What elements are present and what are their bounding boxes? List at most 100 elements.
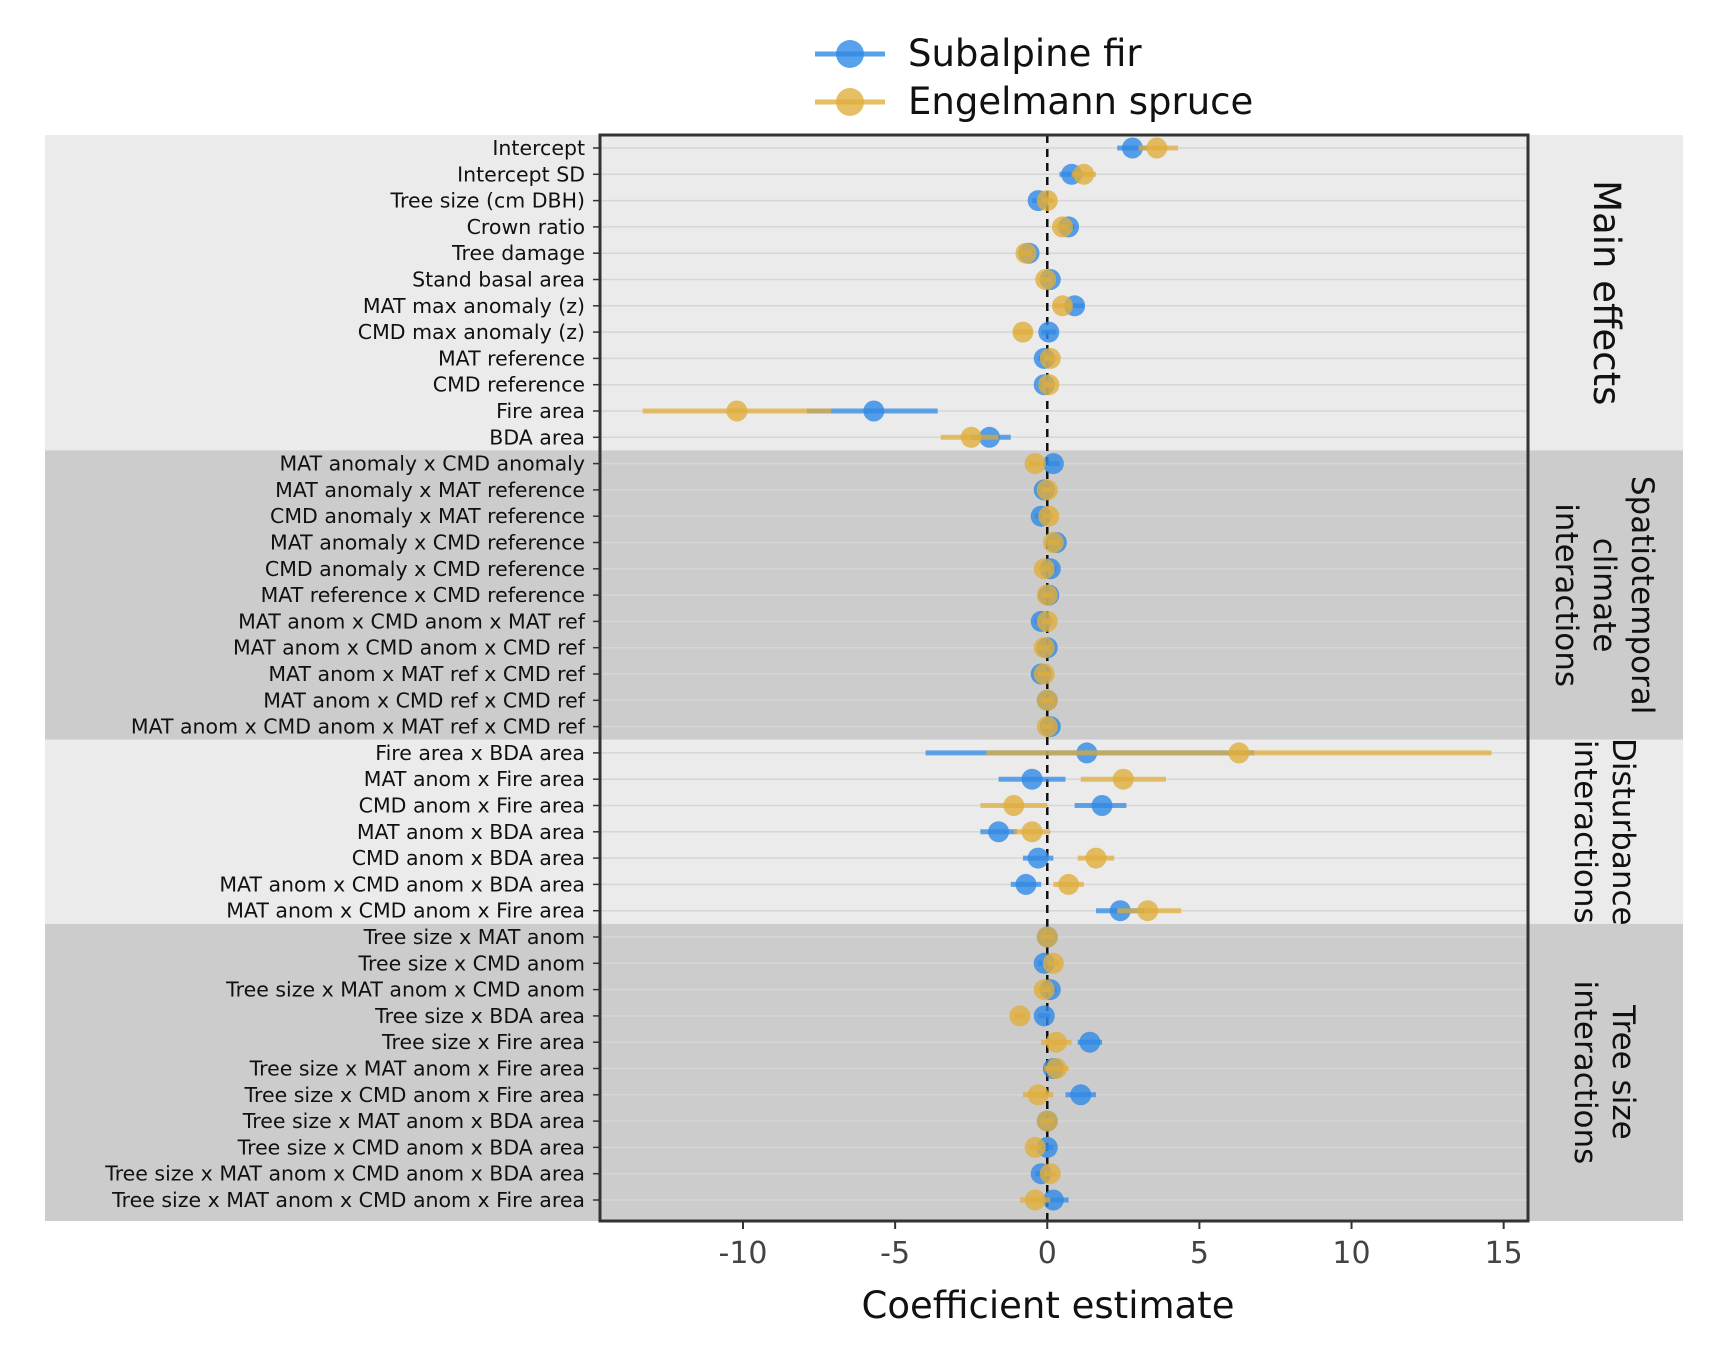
spruce-point bbox=[1112, 768, 1134, 790]
spruce-point bbox=[1036, 479, 1058, 501]
spruce-point bbox=[1036, 926, 1058, 948]
term-label: Intercept bbox=[492, 136, 585, 160]
spruce-point bbox=[1036, 584, 1058, 606]
term-label: CMD max anomaly (z) bbox=[358, 320, 585, 344]
spruce-point bbox=[1036, 610, 1058, 632]
term-label: Tree size x CMD anom bbox=[357, 951, 585, 975]
plot-frame bbox=[598, 133, 1530, 1223]
legend-label: Engelmann spruce bbox=[908, 80, 1253, 123]
x-tick-label: -10 bbox=[719, 1236, 768, 1271]
term-label: Tree size x MAT anom x Fire area bbox=[249, 1057, 585, 1081]
spruce-point bbox=[1051, 295, 1073, 317]
term-label: Crown ratio bbox=[467, 215, 585, 239]
panel-strip-label: Tree sizeinteractions bbox=[1567, 981, 1641, 1165]
term-label: Tree size x Fire area bbox=[381, 1030, 585, 1054]
term-label: MAT anomaly x MAT reference bbox=[275, 478, 585, 502]
term-label: Tree damage bbox=[451, 241, 585, 265]
spruce-point bbox=[1036, 689, 1058, 711]
spruce-point bbox=[1033, 637, 1055, 659]
x-axis-title: Coefficient estimate bbox=[862, 1284, 1235, 1327]
spruce-point bbox=[1051, 216, 1073, 238]
spruce-point bbox=[1228, 742, 1250, 764]
spruce-point bbox=[1033, 558, 1055, 580]
term-label: MAT anomaly x CMD anomaly bbox=[279, 452, 585, 476]
spruce-point bbox=[1036, 190, 1058, 212]
panel-strip-label: Disturbanceinteractions bbox=[1567, 738, 1641, 926]
fir-point bbox=[1021, 768, 1043, 790]
panel-band-1 bbox=[45, 135, 1683, 451]
spruce-point bbox=[726, 400, 748, 422]
term-label: Fire area bbox=[496, 399, 585, 423]
term-label: CMD reference bbox=[433, 373, 585, 397]
term-label: MAT anom x CMD anom x Fire area bbox=[226, 899, 585, 923]
fir-point bbox=[1042, 453, 1064, 475]
panel-band-4 bbox=[45, 923, 1683, 1221]
estimate-marks bbox=[642, 137, 1492, 1211]
spruce-point bbox=[1021, 821, 1043, 843]
term-label: Tree size x MAT anom x BDA area bbox=[242, 1109, 585, 1133]
spruce-point bbox=[1085, 847, 1107, 869]
term-label: Tree size x CMD anom x Fire area bbox=[244, 1083, 586, 1107]
term-label: Tree size (cm DBH) bbox=[389, 189, 585, 213]
fir-point bbox=[1121, 137, 1143, 159]
x-tick-label: 10 bbox=[1332, 1236, 1370, 1271]
spruce-point bbox=[1058, 873, 1080, 895]
spruce-point bbox=[1009, 1005, 1031, 1027]
term-label: MAT reference bbox=[438, 346, 585, 370]
term-label: CMD anom x Fire area bbox=[359, 794, 585, 818]
term-label: MAT max anomaly (z) bbox=[363, 294, 585, 318]
spruce-point bbox=[1036, 716, 1058, 738]
term-label: CMD anomaly x CMD reference bbox=[265, 557, 585, 581]
fir-point bbox=[863, 400, 885, 422]
term-label: Tree size x CMD anom x BDA area bbox=[237, 1135, 585, 1159]
legend-marker bbox=[836, 40, 864, 68]
spruce-point bbox=[1024, 1136, 1046, 1158]
spruce-point bbox=[1035, 269, 1057, 290]
legend-marker bbox=[836, 88, 864, 116]
spruce-point bbox=[960, 426, 982, 448]
fir-point bbox=[988, 821, 1010, 843]
x-tick-label: 0 bbox=[1038, 1236, 1057, 1271]
term-label: Fire area x BDA area bbox=[375, 741, 585, 765]
x-axis: -10 -5 0 5 10 15 bbox=[719, 1221, 1523, 1271]
spruce-point bbox=[1012, 321, 1034, 343]
spruce-point bbox=[1038, 505, 1060, 527]
spruce-point bbox=[1042, 532, 1064, 553]
fir-point bbox=[1091, 795, 1113, 816]
spruce-point bbox=[1036, 1110, 1058, 1132]
x-tick-label: 5 bbox=[1190, 1236, 1209, 1271]
spruce-point bbox=[1003, 795, 1025, 816]
term-label: Tree size x MAT anom bbox=[363, 925, 585, 949]
fir-point bbox=[1027, 847, 1049, 869]
term-label: MAT anom x Fire area bbox=[364, 767, 585, 791]
spruce-point bbox=[1033, 663, 1055, 685]
term-label: MAT anom x CMD anom x CMD ref bbox=[233, 636, 586, 660]
spruce-point bbox=[1146, 137, 1168, 159]
spruce-point bbox=[1039, 347, 1061, 369]
term-label: MAT anom x BDA area bbox=[357, 820, 585, 844]
x-tick-label: 15 bbox=[1485, 1236, 1523, 1271]
fir-point bbox=[1042, 1189, 1064, 1211]
spruce-point bbox=[1137, 900, 1159, 922]
fir-point bbox=[1015, 873, 1037, 895]
panel-strip-label: Main effects bbox=[1585, 180, 1628, 405]
term-label: MAT anom x CMD anom x MAT ref bbox=[238, 609, 586, 633]
term-label: MAT anom x CMD ref x CMD ref bbox=[263, 688, 586, 712]
term-label: CMD anom x BDA area bbox=[352, 846, 585, 870]
term-label: Tree size x MAT anom x CMD anom bbox=[225, 978, 585, 1002]
fir-point bbox=[1033, 1005, 1055, 1027]
x-tick-label: -5 bbox=[880, 1236, 910, 1271]
spruce-point bbox=[1024, 1189, 1046, 1211]
term-label: BDA area bbox=[489, 425, 585, 449]
spruce-point bbox=[1073, 163, 1095, 185]
fir-point bbox=[1070, 1084, 1092, 1106]
term-label: CMD anomaly x MAT reference bbox=[270, 504, 585, 528]
spruce-point bbox=[1015, 242, 1037, 264]
legend-label: Subalpine fir bbox=[908, 32, 1142, 75]
term-label: MAT reference x CMD reference bbox=[261, 583, 585, 607]
spruce-point bbox=[1045, 1031, 1067, 1053]
spruce-point bbox=[1027, 1084, 1049, 1106]
legend: Subalpine fir Engelmann spruce bbox=[815, 32, 1253, 123]
